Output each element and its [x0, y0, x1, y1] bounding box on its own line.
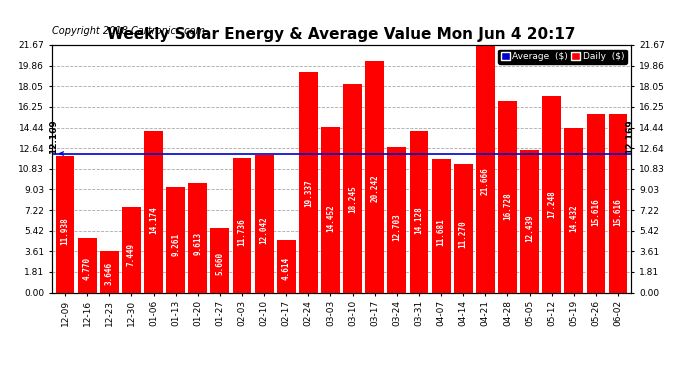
Text: 12.169: 12.169	[50, 119, 59, 153]
Bar	[343, 84, 362, 292]
Text: 9.261: 9.261	[171, 233, 180, 256]
Text: 16.728: 16.728	[503, 193, 512, 220]
Text: 18.245: 18.245	[348, 185, 357, 213]
Bar	[542, 96, 561, 292]
Text: 11.270: 11.270	[459, 221, 468, 249]
Bar	[210, 228, 229, 292]
Text: 9.613: 9.613	[193, 231, 202, 255]
Bar	[564, 128, 583, 292]
Text: 12.439: 12.439	[525, 215, 534, 243]
Text: 3.646: 3.646	[105, 262, 114, 285]
Bar	[122, 207, 141, 292]
Text: 11.681: 11.681	[437, 219, 446, 246]
Text: 11.736: 11.736	[237, 218, 246, 246]
Text: 12.703: 12.703	[393, 213, 402, 241]
Bar	[188, 183, 207, 292]
Text: 7.449: 7.449	[127, 243, 136, 266]
Bar	[321, 128, 340, 292]
Text: 15.616: 15.616	[613, 198, 622, 226]
Bar	[166, 187, 185, 292]
Text: 14.128: 14.128	[415, 206, 424, 234]
Bar	[432, 159, 451, 292]
Text: Copyright 2018 Cartronics.com: Copyright 2018 Cartronics.com	[52, 26, 205, 36]
Bar	[498, 102, 517, 292]
Text: 21.666: 21.666	[481, 167, 490, 195]
Bar	[609, 114, 627, 292]
Bar	[100, 251, 119, 292]
Text: 4.770: 4.770	[83, 256, 92, 279]
Bar	[454, 164, 473, 292]
Bar	[476, 45, 495, 292]
Text: 19.337: 19.337	[304, 179, 313, 207]
Text: 12.042: 12.042	[259, 217, 268, 244]
Title: Weekly Solar Energy & Average Value Mon Jun 4 20:17: Weekly Solar Energy & Average Value Mon …	[108, 27, 575, 42]
Text: 11.938: 11.938	[61, 217, 70, 245]
Text: 15.616: 15.616	[591, 198, 600, 226]
Bar	[586, 114, 605, 292]
Bar	[255, 155, 273, 292]
Bar	[56, 156, 75, 292]
Bar	[299, 72, 318, 292]
Text: 5.660: 5.660	[215, 252, 224, 275]
Bar	[410, 131, 428, 292]
Bar	[388, 147, 406, 292]
Bar	[277, 240, 295, 292]
Text: 20.242: 20.242	[371, 175, 380, 202]
Text: 17.248: 17.248	[547, 190, 556, 218]
Text: 14.174: 14.174	[149, 206, 158, 234]
Bar	[233, 159, 251, 292]
Bar	[520, 150, 539, 292]
Bar	[144, 130, 163, 292]
Bar	[365, 61, 384, 292]
Text: 4.614: 4.614	[282, 257, 290, 280]
Legend: Average  ($), Daily  ($): Average ($), Daily ($)	[498, 50, 627, 64]
Text: 12.169: 12.169	[624, 119, 633, 153]
Text: 14.452: 14.452	[326, 204, 335, 232]
Bar	[78, 238, 97, 292]
Text: 14.432: 14.432	[569, 204, 578, 232]
